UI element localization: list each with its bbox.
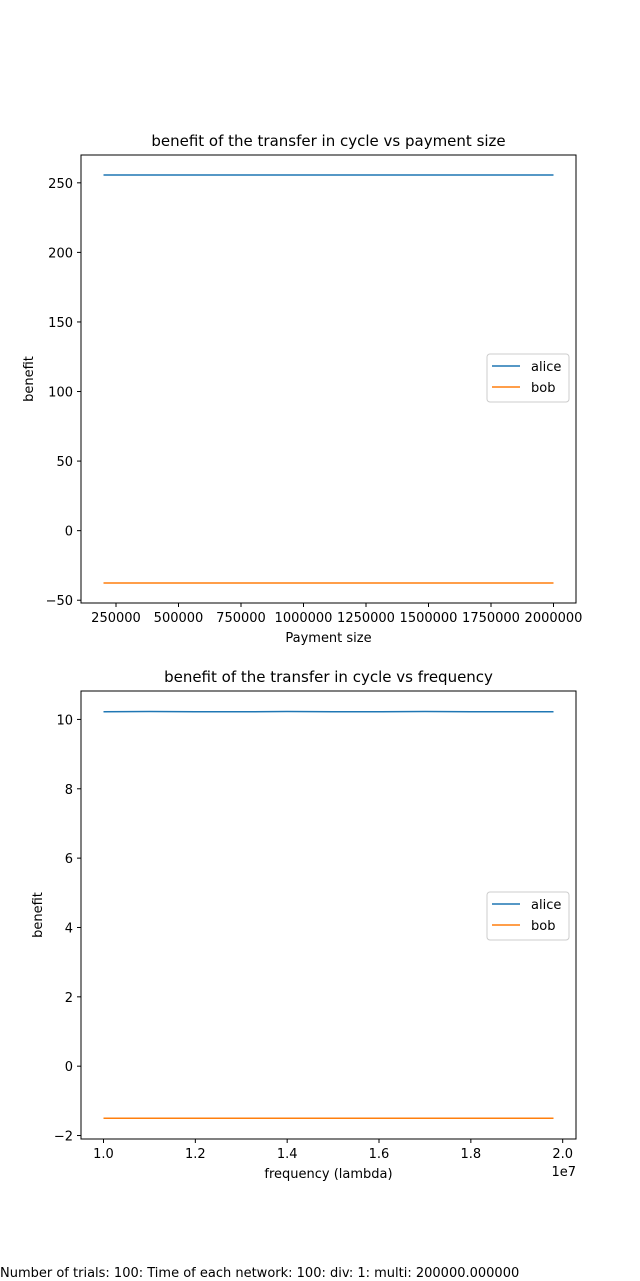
chart2-x-tick-label: 1.0: [93, 1147, 114, 1162]
chart1-x-tick-label: 1750000: [462, 611, 520, 626]
chart2-x-tick-label: 2.0: [552, 1147, 573, 1162]
chart2-y-tick-label: 4: [65, 921, 73, 936]
chart1-x-tick-label: 500000: [154, 611, 204, 626]
chart2-legend-label-bob: bob: [531, 919, 555, 934]
chart1-y-tick-label: 250: [48, 177, 73, 192]
chart1-x-tick-label: 1000000: [275, 611, 333, 626]
chart2-x-tick-label: 1.6: [369, 1147, 390, 1162]
chart1-y-tick-label: −50: [46, 594, 73, 609]
chart1-y-axis-label: benefit: [22, 356, 37, 402]
chart1-legend-label-bob: bob: [531, 381, 555, 396]
chart1-title: benefit of the transfer in cycle vs paym…: [151, 132, 505, 150]
chart2-y-tick-label: 0: [65, 1060, 73, 1075]
chart2-x-offset-label: 1e7: [551, 1165, 576, 1180]
chart1-x-tick-label: 1500000: [400, 611, 458, 626]
chart2-x-tick-label: 1.8: [461, 1147, 482, 1162]
chart1-y-tick-label: 0: [65, 525, 73, 540]
chart2-y-axis-label: benefit: [31, 892, 46, 938]
chart2-y-tick-label: 2: [65, 991, 73, 1006]
chart1-y-tick-label: 200: [48, 246, 73, 261]
chart2-y-tick-label: 6: [65, 852, 73, 867]
chart1-x-tick-label: 2000000: [525, 611, 583, 626]
chart1-x-tick-label: 750000: [216, 611, 266, 626]
chart1-y-tick-label: 150: [48, 316, 73, 331]
chart1-x-tick-label: 1250000: [337, 611, 395, 626]
chart2-y-tick-label: 8: [65, 783, 73, 798]
chart2-y-tick-label: 10: [56, 713, 73, 728]
chart2-x-tick-label: 1.2: [185, 1147, 206, 1162]
chart2-legend-label-alice: alice: [531, 898, 561, 913]
chart1-x-axis-label: Payment size: [285, 631, 371, 646]
chart2-y-tick-label: −2: [54, 1130, 73, 1145]
chart2-title: benefit of the transfer in cycle vs freq…: [164, 668, 493, 686]
chart2-x-tick-label: 1.4: [277, 1147, 298, 1162]
chart1-y-tick-label: 100: [48, 386, 73, 401]
chart2-x-axis-label: frequency (lambda): [264, 1167, 392, 1182]
chart1-legend-label-alice: alice: [531, 360, 561, 375]
chart1-y-tick-label: 50: [56, 455, 73, 470]
chart1-x-tick-label: 250000: [91, 611, 141, 626]
footer-note: Number of trials: 100: Time of each netw…: [0, 1266, 519, 1281]
